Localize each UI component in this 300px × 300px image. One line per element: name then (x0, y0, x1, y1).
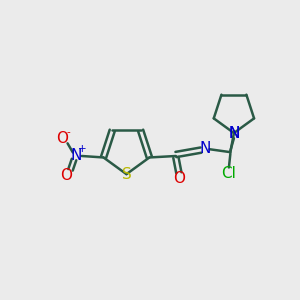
Text: +: + (78, 144, 87, 154)
Text: -: - (67, 127, 70, 137)
Text: O: O (56, 131, 68, 146)
Text: Cl: Cl (221, 166, 236, 181)
Text: N: N (228, 125, 240, 140)
Text: N: N (71, 148, 82, 164)
Text: O: O (173, 171, 185, 186)
Text: O: O (60, 168, 72, 183)
Text: S: S (122, 167, 131, 182)
Text: N: N (200, 141, 211, 156)
Text: N: N (228, 125, 240, 140)
